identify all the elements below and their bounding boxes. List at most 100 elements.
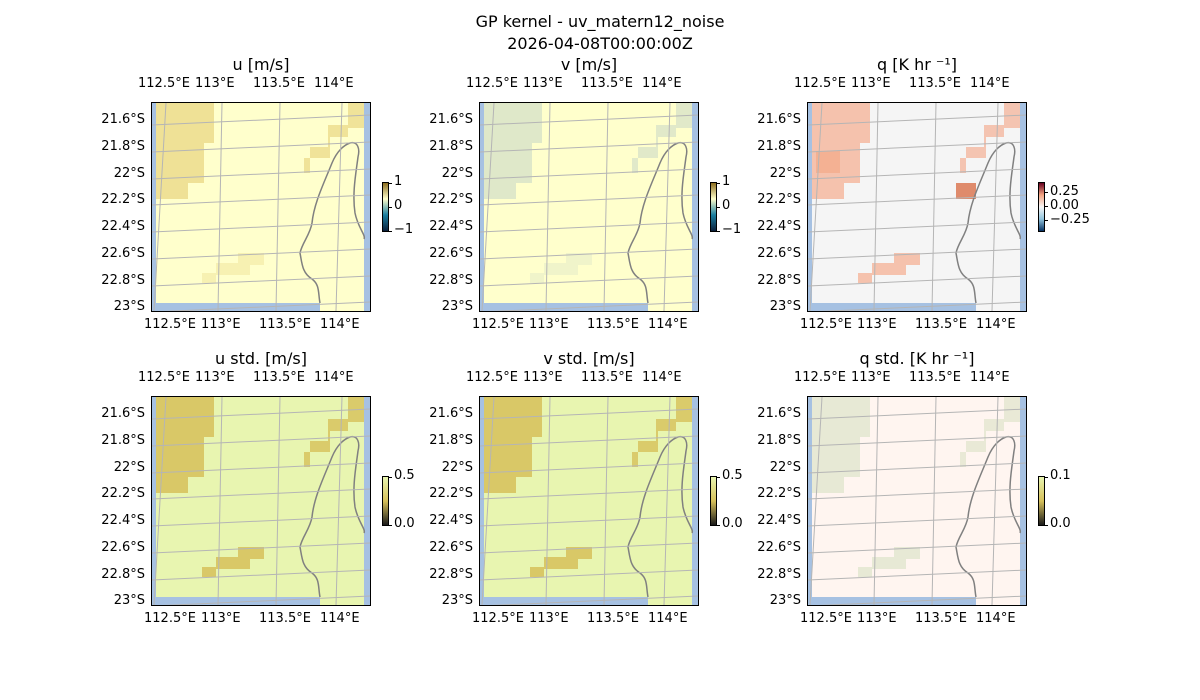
ocean (692, 397, 698, 605)
gridline-lat (480, 462, 698, 474)
gridline-lat (808, 141, 1026, 153)
colorbar-tick (716, 231, 720, 232)
lon-tick-bottom: 113.5°E (587, 317, 639, 332)
colorbar-label: 0.0 (394, 516, 415, 531)
gridline-lat (808, 408, 1026, 420)
lat-tick: 22.8°S (101, 567, 145, 582)
colorbar-tick (388, 525, 392, 526)
lat-tick: 22.4°S (101, 513, 145, 528)
coastline (627, 435, 694, 598)
gridline-lon (335, 103, 343, 311)
gridline-lon (991, 397, 999, 605)
gridline-lon (809, 103, 823, 311)
colorbar-label: −0.25 (1050, 212, 1090, 227)
colorbar-gradient (1038, 182, 1045, 232)
gridline-lon (545, 397, 551, 605)
ocean (152, 597, 320, 605)
ocean (480, 303, 648, 311)
colorbar-gradient (710, 476, 717, 526)
colorbar-tick (1044, 206, 1048, 207)
lon-tick-bottom: 112.5°E (144, 317, 196, 332)
colorbar-tick (388, 183, 392, 184)
ocean (1020, 103, 1026, 311)
map-area (479, 396, 699, 606)
lat-tick: 22.2°S (429, 192, 473, 207)
field-patch (202, 253, 264, 283)
gridline-lat (480, 542, 698, 554)
map-canvas (808, 397, 1026, 605)
lon-tick-bottom: 113°E (529, 611, 569, 626)
field-patch (956, 183, 976, 199)
colorbar-tick (716, 183, 720, 184)
map-canvas (480, 103, 698, 311)
gridline-lat (480, 221, 698, 233)
panel-title: v std. [m/s] (543, 349, 635, 368)
lat-tick: 22.2°S (757, 192, 801, 207)
gridline-lat (152, 168, 370, 180)
colorbar-label: −1 (394, 222, 414, 237)
lat-tick: 22°S (441, 460, 473, 475)
lat-tick: 23°S (113, 593, 145, 608)
lon-tick-bottom: 114°E (976, 317, 1016, 332)
lat-tick: 22.8°S (101, 273, 145, 288)
gridline-lat (152, 114, 370, 126)
lon-tick-bottom: 113°E (529, 317, 569, 332)
map-area (151, 396, 371, 606)
panel-title: q std. [K hr ⁻¹] (859, 349, 975, 368)
lon-tick-bottom: 112.5°E (144, 611, 196, 626)
ocean (808, 303, 976, 311)
field-patch (304, 103, 370, 173)
colorbar-label: 0 (394, 198, 403, 213)
colorbar-tick (1044, 477, 1048, 478)
gridline-lon (275, 397, 281, 605)
gridline-lon (931, 103, 937, 311)
lon-tick-bottom: 113°E (857, 611, 897, 626)
lon-tick-top: 113°E (851, 76, 891, 91)
gridline-lat (162, 595, 370, 605)
lat-tick: 22.6°S (757, 540, 801, 555)
colorbar-tick (1044, 220, 1048, 221)
gridline-lat (152, 248, 370, 260)
lon-tick-bottom: 112.5°E (800, 317, 852, 332)
lat-tick: 22°S (769, 460, 801, 475)
ocean (152, 303, 320, 311)
gridline-lat (490, 595, 698, 605)
gridline-lat (152, 488, 370, 500)
lon-tick-top: 114°E (970, 76, 1010, 91)
gridline-lon (603, 103, 609, 311)
gridline-lat (152, 194, 370, 206)
field-patch (202, 547, 264, 577)
gridline-lat (480, 435, 698, 447)
colorbar-tick (1044, 525, 1048, 526)
gridline-lon (931, 397, 937, 605)
colorbar-label: 0.0 (1050, 516, 1071, 531)
lon-tick-bottom: 113.5°E (915, 317, 967, 332)
panel-title: u std. [m/s] (215, 349, 307, 368)
lon-tick-bottom: 113.5°E (915, 611, 967, 626)
gridline-lon (481, 103, 495, 311)
gridline-lat (480, 114, 698, 126)
lat-tick: 22.2°S (757, 486, 801, 501)
field-patch (632, 397, 698, 467)
gridline-lat (808, 248, 1026, 260)
lon-tick-top: 114°E (642, 370, 682, 385)
gridline-lat (152, 569, 370, 581)
map-canvas (808, 103, 1026, 311)
colorbar-label: 1 (394, 174, 403, 189)
lon-tick-bottom: 114°E (320, 611, 360, 626)
coastline (299, 141, 366, 304)
colorbar-label: −1 (722, 222, 742, 237)
gridline-lon (873, 103, 879, 311)
field-patch (530, 547, 592, 577)
lat-tick: 23°S (769, 299, 801, 314)
coastline (955, 435, 1022, 598)
gridline-lat (162, 301, 370, 311)
map-panel: v [m/s] 112.5°E 112.5°E 113°E 113°E 113.5°E 11… (429, 55, 741, 332)
gridline-lon (663, 103, 671, 311)
lon-tick-bottom: 112.5°E (472, 611, 524, 626)
gridline-lon (217, 397, 223, 605)
gridline-lon (991, 103, 999, 311)
lat-tick: 22.2°S (101, 486, 145, 501)
lon-tick-bottom: 114°E (320, 317, 360, 332)
colorbar-label: 0.5 (722, 468, 743, 483)
